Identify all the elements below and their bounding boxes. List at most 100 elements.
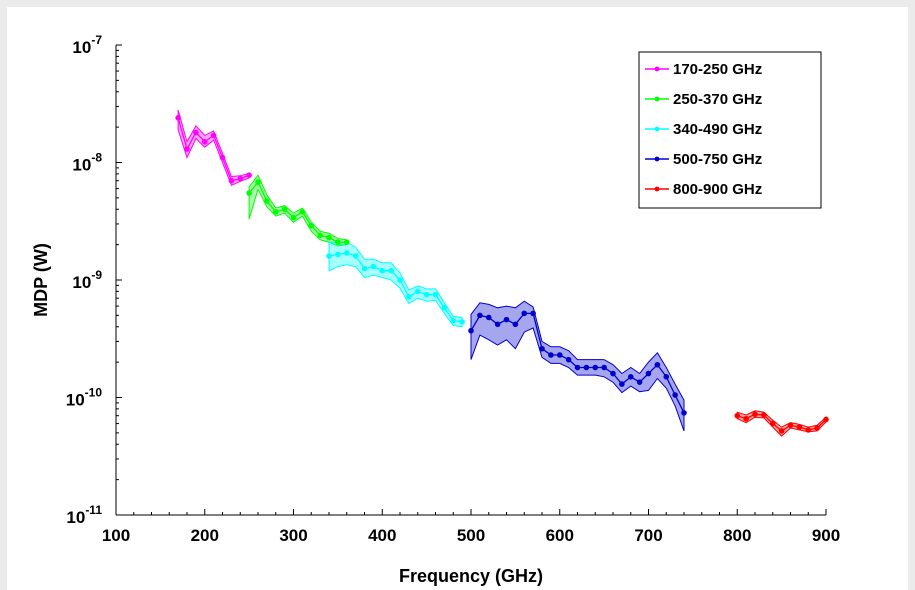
legend-marker-800-900-ghz [654,186,660,192]
point-800-900-ghz [761,412,767,418]
point-250-370-ghz [290,214,297,221]
x-tick-label: 200 [191,526,219,545]
point-250-370-ghz [246,190,252,196]
point-340-490-ghz [406,293,412,300]
point-800-900-ghz [823,416,829,423]
point-500-750-ghz [627,374,634,380]
point-500-750-ghz [565,356,572,363]
point-500-750-ghz [494,321,501,328]
point-500-750-ghz [530,310,536,317]
point-500-750-ghz [521,310,528,317]
x-tick-label: 400 [368,526,396,545]
point-500-750-ghz [636,379,643,385]
point-250-370-ghz [335,239,341,245]
point-170-250-ghz [201,139,208,145]
point-800-900-ghz [787,422,794,429]
series-lines [175,115,829,434]
point-170-250-ghz [175,115,181,121]
legend-marker-340-490-ghz [654,126,660,132]
x-axis-title: Frequency (GHz) [399,566,543,586]
point-340-490-ghz [414,288,421,295]
point-250-370-ghz [317,232,323,239]
y-tick-label: 10-10 [66,386,103,410]
axis-ticks: 100 200 300 400 500 600 700 800 900 10-11 10-10 10-… [66,33,840,545]
point-170-250-ghz [237,175,244,182]
point-250-370-ghz [343,239,350,245]
x-tick-label: 700 [634,526,662,545]
point-500-750-ghz [539,345,545,352]
point-340-490-ghz [370,263,377,270]
point-500-750-ghz [672,392,678,398]
point-800-900-ghz [752,411,758,418]
point-800-900-ghz [805,427,812,433]
point-340-490-ghz [397,277,403,283]
x-tick-label: 800 [723,526,751,545]
point-340-490-ghz [335,251,341,258]
point-500-750-ghz [681,410,687,416]
point-500-750-ghz [574,364,581,371]
y-tick-label: 10-11 [66,503,102,527]
point-170-250-ghz [219,154,226,161]
legend-label-340-490-ghz: 340-490 GHz [673,121,762,138]
x-tick-label: 500 [457,526,485,545]
point-340-490-ghz [459,319,465,325]
legend-label-500-750-ghz: 500-750 GHz [673,151,762,168]
point-250-370-ghz [255,179,261,185]
x-tick-label: 900 [812,526,840,545]
point-250-370-ghz [308,222,315,229]
point-800-900-ghz [814,425,820,431]
band-250-370-ghz [248,174,348,247]
point-340-490-ghz [361,265,368,272]
point-500-750-ghz [477,312,483,319]
figure-canvas: 100 200 300 400 500 600 700 800 900 10-11 10-10 10-… [7,7,908,590]
x-tick-label: 600 [546,526,574,545]
x-tick-label: 100 [102,526,130,545]
point-500-750-ghz [592,364,599,371]
point-800-900-ghz [769,420,776,427]
y-tick-label: 10-9 [72,268,102,292]
point-340-490-ghz [432,291,439,298]
band-340-490-ghz [328,241,463,328]
point-250-370-ghz [281,206,288,213]
point-340-490-ghz [441,304,448,311]
point-500-750-ghz [610,370,616,377]
point-500-750-ghz [601,364,607,371]
point-800-900-ghz [743,415,749,422]
point-500-750-ghz [556,352,563,358]
legend-label-250-370-ghz: 250-370 GHz [673,91,762,108]
point-500-750-ghz [485,314,492,321]
point-340-490-ghz [326,253,332,259]
y-tick-label: 10-7 [72,33,102,57]
point-800-900-ghz [778,428,785,434]
chart-svg: 100 200 300 400 500 600 700 800 900 10-11 10-10 10-… [31,33,840,586]
point-500-750-ghz [503,316,510,323]
legend-box [638,51,822,209]
point-250-370-ghz [264,198,270,204]
point-170-250-ghz [228,177,235,184]
y-tick-label: 10-8 [72,151,102,175]
legend-label-170-250-ghz: 170-250 GHz [673,61,762,78]
y-axis-title: MDP (W) [31,243,51,317]
point-500-750-ghz [512,321,519,328]
point-500-750-ghz [548,352,554,358]
point-500-750-ghz [468,327,474,334]
point-500-750-ghz [583,364,590,371]
point-340-490-ghz [423,291,430,298]
point-340-490-ghz [352,253,359,259]
point-340-490-ghz [343,250,350,256]
point-170-250-ghz [210,132,217,139]
point-500-750-ghz [663,374,670,380]
point-250-370-ghz [326,234,332,241]
point-500-750-ghz [645,370,652,377]
point-250-370-ghz [299,209,306,215]
legend: 170-250 GHz 250-370 GHz 340-490 GHz 500-750… [638,51,822,209]
point-250-370-ghz [272,209,279,215]
point-170-250-ghz [184,146,190,152]
line-340-490-ghz [328,252,463,323]
point-800-900-ghz [734,412,741,419]
point-170-250-ghz [193,129,199,136]
point-500-750-ghz [654,361,661,368]
legend-marker-170-250-ghz [654,66,660,72]
point-340-490-ghz [450,317,457,324]
legend-marker-250-370-ghz [654,96,660,102]
